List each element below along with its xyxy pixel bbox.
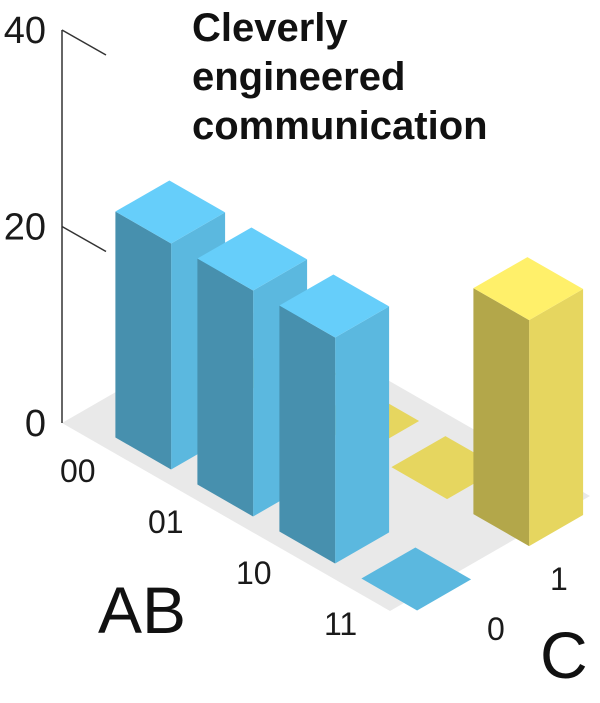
ab-axis-label: AB xyxy=(98,573,186,647)
ab-axis-categories: 00 01 10 11 xyxy=(60,453,357,642)
bar-ab10-c0 xyxy=(279,274,390,564)
bar-ab11-c0 xyxy=(361,547,472,611)
bar-face-top xyxy=(279,274,390,338)
title-line-1: Cleverly xyxy=(192,6,348,50)
z-axis-ticks: 0 20 40 xyxy=(4,10,107,445)
c-axis-categories: 01 xyxy=(487,561,568,647)
z-tick-label: 0 xyxy=(25,403,46,445)
bar-face-left xyxy=(473,288,530,547)
bar-face-top xyxy=(115,180,226,244)
bar-face-left xyxy=(279,305,336,564)
chart-title: Cleverly engineered communication xyxy=(192,4,592,151)
ab-category-label: 01 xyxy=(148,504,184,540)
z-tick-line xyxy=(61,29,107,56)
bar-face-right xyxy=(335,306,390,564)
ab-category-label: 10 xyxy=(236,555,272,591)
ab-category-label: 11 xyxy=(324,606,357,642)
title-line-3: communication xyxy=(192,104,488,148)
bar-ab11-c1 xyxy=(473,257,584,547)
ab-category-label: 00 xyxy=(60,453,96,489)
bar-face-right xyxy=(529,289,584,547)
c-category-label: 0 xyxy=(487,611,505,647)
bars xyxy=(115,180,584,611)
bar-face-left xyxy=(115,211,172,470)
c-category-label: 1 xyxy=(550,561,568,597)
bar-footprint xyxy=(361,547,472,611)
bar-face-left xyxy=(197,258,254,517)
z-tick-line xyxy=(61,225,107,253)
bar-face-top xyxy=(197,227,308,291)
title-line-2: engineered xyxy=(192,55,406,99)
bar-face-top xyxy=(473,257,584,321)
z-tick-label: 40 xyxy=(4,10,46,52)
c-axis-label: C xyxy=(540,618,588,692)
z-tick-label: 20 xyxy=(4,207,46,249)
